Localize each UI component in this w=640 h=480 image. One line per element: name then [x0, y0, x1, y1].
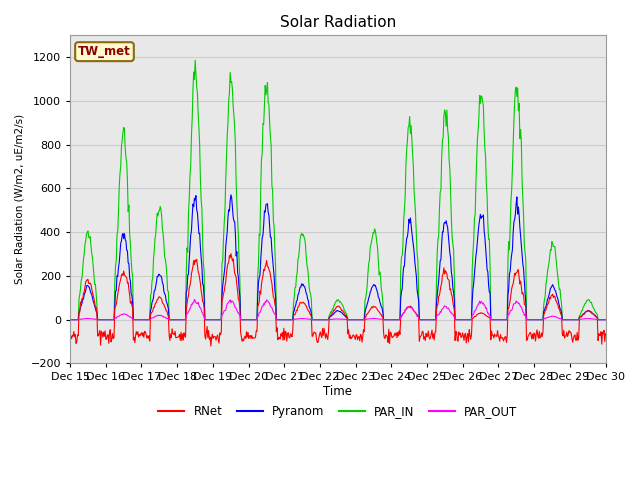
RNet — [207, 343, 214, 349]
PAR_OUT — [186, 308, 193, 313]
Line: PAR_IN: PAR_IN — [70, 60, 605, 320]
Text: TW_met: TW_met — [78, 45, 131, 58]
PAR_OUT — [191, 297, 198, 302]
RNet — [214, 336, 222, 342]
Y-axis label: Solar Radiation (W/m2, uE/m2/s): Solar Radiation (W/m2, uE/m2/s) — [15, 114, 25, 285]
Title: Solar Radiation: Solar Radiation — [280, 15, 396, 30]
Pyranom — [602, 317, 609, 323]
RNet — [131, 340, 139, 346]
PAR_OUT — [67, 317, 74, 323]
PAR_OUT — [419, 317, 427, 323]
RNet — [67, 333, 74, 339]
PAR_IN — [191, 58, 199, 63]
Pyranom — [227, 192, 235, 198]
PAR_IN — [186, 195, 193, 201]
Line: RNet: RNet — [70, 253, 605, 346]
Pyranom — [419, 317, 427, 323]
PAR_OUT — [214, 317, 222, 323]
PAR_OUT — [131, 317, 139, 323]
Pyranom — [76, 308, 84, 313]
Line: Pyranom: Pyranom — [70, 195, 605, 320]
PAR_IN — [76, 292, 84, 298]
PAR_OUT — [76, 316, 84, 322]
Legend: RNet, Pyranom, PAR_IN, PAR_OUT: RNet, Pyranom, PAR_IN, PAR_OUT — [154, 401, 522, 423]
Pyranom — [67, 317, 74, 323]
RNet — [404, 304, 412, 310]
PAR_IN — [404, 138, 412, 144]
RNet — [186, 285, 193, 291]
PAR_IN — [214, 317, 222, 323]
RNet — [420, 336, 428, 342]
Line: PAR_OUT: PAR_OUT — [70, 300, 605, 320]
RNet — [602, 331, 609, 336]
PAR_OUT — [404, 305, 412, 311]
RNet — [227, 251, 235, 256]
Pyranom — [186, 257, 193, 263]
RNet — [76, 309, 84, 315]
PAR_OUT — [602, 317, 609, 323]
PAR_IN — [67, 317, 74, 323]
Pyranom — [214, 317, 221, 323]
PAR_IN — [131, 317, 139, 323]
Pyranom — [404, 234, 412, 240]
PAR_IN — [419, 317, 427, 323]
Pyranom — [131, 317, 139, 323]
X-axis label: Time: Time — [323, 385, 352, 398]
PAR_IN — [602, 317, 609, 323]
